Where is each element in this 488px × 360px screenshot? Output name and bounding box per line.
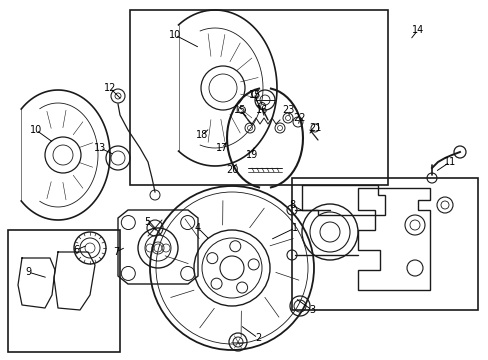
Text: 16: 16: [255, 105, 267, 115]
Text: 7: 7: [113, 247, 119, 257]
Text: 8: 8: [288, 200, 294, 210]
Text: 22: 22: [293, 113, 305, 123]
Text: 4: 4: [195, 223, 201, 233]
Text: 15: 15: [248, 90, 261, 100]
Text: 20: 20: [225, 165, 238, 175]
Text: 9: 9: [25, 267, 31, 277]
Text: 17: 17: [215, 143, 228, 153]
Text: 6: 6: [73, 245, 79, 255]
Text: 3: 3: [308, 305, 314, 315]
Text: 1: 1: [291, 223, 298, 233]
Text: 21: 21: [308, 123, 321, 133]
Text: 13: 13: [94, 143, 106, 153]
Text: 10: 10: [30, 125, 42, 135]
Text: 19: 19: [245, 150, 258, 160]
Bar: [130, 10, 387, 185]
Text: 2: 2: [254, 333, 261, 343]
Text: 14: 14: [411, 25, 423, 35]
Text: 11: 11: [443, 157, 455, 167]
Text: 18: 18: [196, 130, 208, 140]
Text: 15: 15: [233, 105, 245, 115]
Bar: [8, 230, 120, 352]
Text: 23: 23: [281, 105, 294, 115]
Bar: [291, 178, 477, 310]
Text: 12: 12: [103, 83, 116, 93]
Text: 5: 5: [143, 217, 150, 227]
Text: 10: 10: [168, 30, 181, 40]
